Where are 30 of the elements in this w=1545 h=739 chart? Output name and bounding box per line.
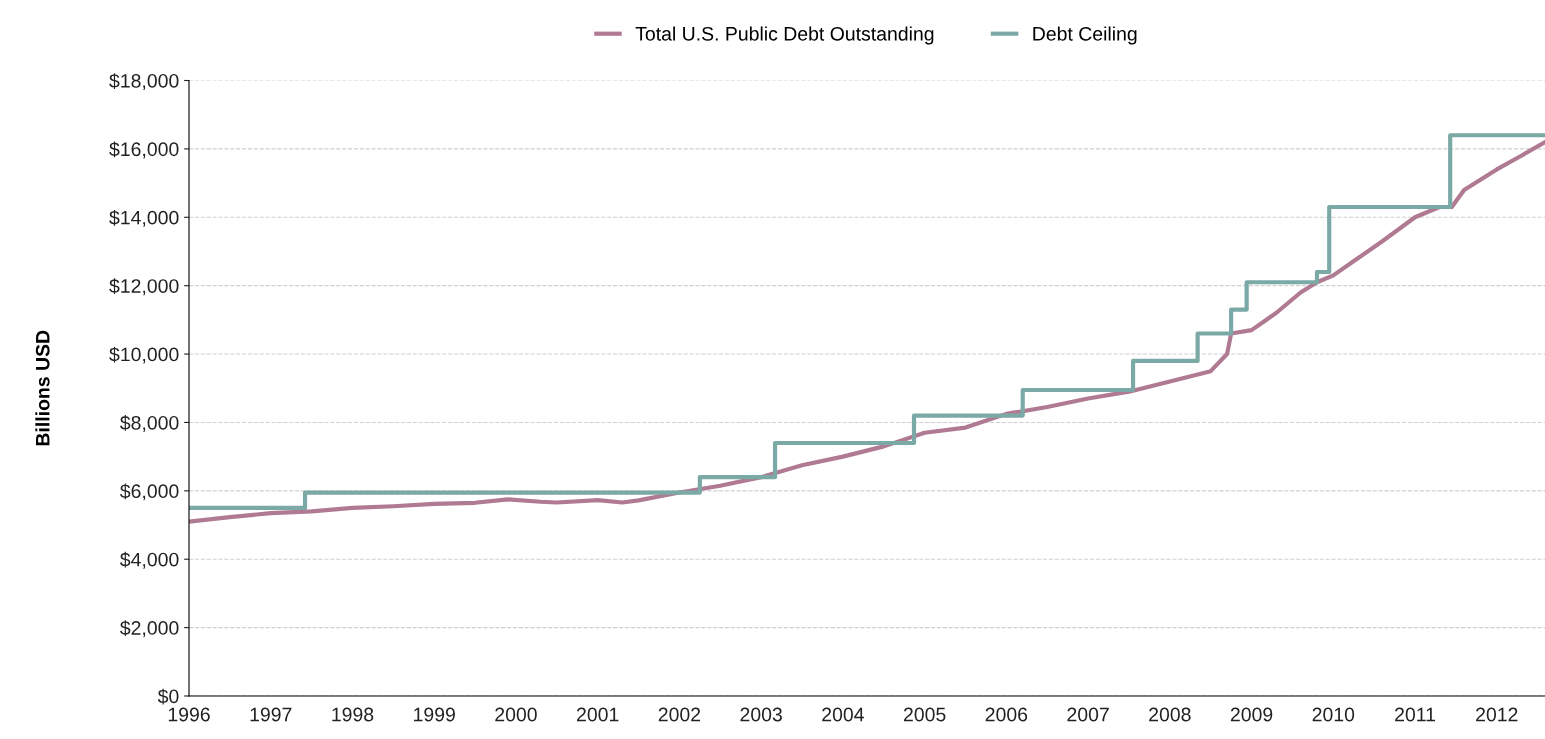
x-tick-label: 2012 <box>1476 707 1518 722</box>
y-tick-label: $8,000 <box>120 415 179 432</box>
x-tick-label: 2010 <box>1312 707 1355 722</box>
x-tick-label: 1996 <box>168 707 210 722</box>
x-tick-label: 2002 <box>658 707 701 722</box>
y-tick-label: $2,000 <box>120 620 179 638</box>
y-tick-label: $0 <box>157 688 179 705</box>
x-tick-label: 1999 <box>414 707 455 722</box>
y-tick-label: $18,000 <box>109 73 179 91</box>
x-tick-label: 1997 <box>250 707 292 722</box>
y-tick-label: $10,000 <box>109 346 179 364</box>
x-tick-label: 2006 <box>985 707 1028 722</box>
legend-label: Debt Ceiling <box>1033 26 1137 45</box>
y-tick-label: $14,000 <box>109 209 179 227</box>
x-tick-label: 2007 <box>1067 707 1109 722</box>
y-axis-title: Billions USD <box>35 330 50 446</box>
x-tick-label: 2008 <box>1149 707 1191 722</box>
x-tick-label: 2009 <box>1230 707 1273 722</box>
x-tick-label: 2005 <box>903 707 946 722</box>
x-tick-label: 2011 <box>1395 707 1435 722</box>
y-tick-label: $12,000 <box>109 278 179 296</box>
x-tick-label: 2000 <box>495 707 537 722</box>
x-tick-label: 1998 <box>332 707 374 722</box>
x-tick-label: 2003 <box>740 707 782 722</box>
y-tick-label: $6,000 <box>120 483 179 501</box>
y-tick-label: $4,000 <box>120 551 179 569</box>
legend-label: Total U.S. Public Debt Outstanding <box>635 26 934 45</box>
x-tick-label: 2001 <box>577 707 619 722</box>
y-tick-label: $16,000 <box>109 141 179 159</box>
x-tick-label: 2004 <box>822 707 864 722</box>
